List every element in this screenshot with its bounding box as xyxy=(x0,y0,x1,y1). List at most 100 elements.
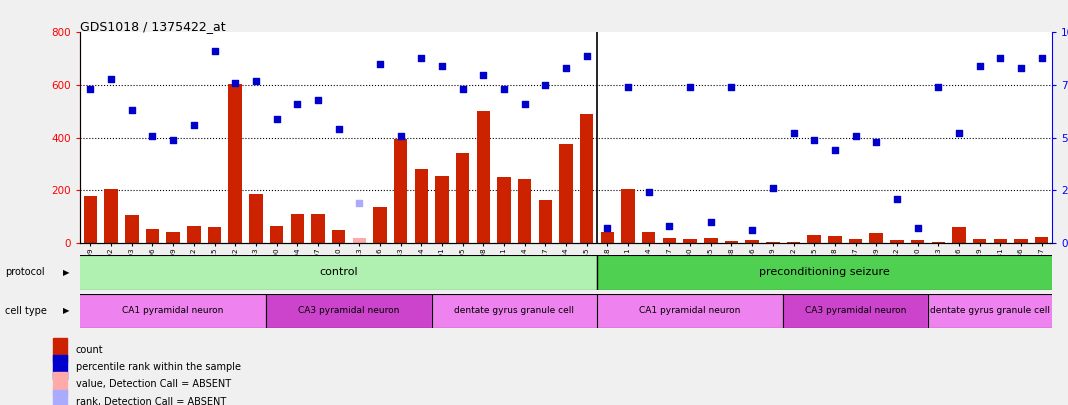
Bar xyxy=(431,294,597,328)
Bar xyxy=(414,169,428,243)
Point xyxy=(144,132,161,139)
Text: cell type: cell type xyxy=(5,306,47,316)
Point xyxy=(123,107,140,113)
Point xyxy=(516,101,533,107)
Point xyxy=(372,61,389,67)
Bar xyxy=(953,227,965,243)
Text: CA3 pyramidal neuron: CA3 pyramidal neuron xyxy=(805,306,907,315)
Bar xyxy=(849,239,862,243)
Text: control: control xyxy=(319,267,358,277)
Point xyxy=(330,126,347,132)
Point xyxy=(206,48,223,55)
Point xyxy=(412,54,429,61)
Text: CA1 pyramidal neuron: CA1 pyramidal neuron xyxy=(640,306,741,315)
Point xyxy=(805,136,822,143)
Bar xyxy=(807,235,821,243)
Text: percentile rank within the sample: percentile rank within the sample xyxy=(76,362,240,372)
Text: preconditioning seizure: preconditioning seizure xyxy=(759,267,890,277)
Bar xyxy=(931,242,945,243)
Bar xyxy=(456,153,469,243)
Bar xyxy=(83,196,97,243)
Text: protocol: protocol xyxy=(5,267,45,277)
Point xyxy=(723,84,740,90)
Bar xyxy=(290,214,304,243)
Bar xyxy=(53,390,67,405)
Bar xyxy=(869,233,883,243)
Text: rank, Detection Call = ABSENT: rank, Detection Call = ABSENT xyxy=(76,396,226,405)
Bar xyxy=(911,240,924,243)
Point xyxy=(185,122,202,128)
Bar xyxy=(105,189,117,243)
Point xyxy=(619,84,637,90)
Bar xyxy=(1015,239,1027,243)
Point xyxy=(82,86,99,92)
Point xyxy=(827,147,844,153)
Text: dentate gyrus granule cell: dentate gyrus granule cell xyxy=(454,306,575,315)
Point xyxy=(434,63,451,69)
Point xyxy=(930,84,947,90)
Point xyxy=(496,86,513,92)
Bar xyxy=(518,179,532,243)
Text: CA3 pyramidal neuron: CA3 pyramidal neuron xyxy=(298,306,399,315)
Point xyxy=(599,225,616,232)
Point xyxy=(1033,54,1050,61)
Bar xyxy=(53,372,67,396)
Point xyxy=(392,132,409,139)
Bar xyxy=(498,177,511,243)
Point xyxy=(537,82,554,88)
Point xyxy=(681,84,698,90)
Bar xyxy=(783,294,928,328)
Bar xyxy=(725,241,738,243)
Bar xyxy=(928,294,1052,328)
Bar xyxy=(993,239,1007,243)
Point xyxy=(350,200,367,206)
Text: ▶: ▶ xyxy=(63,306,69,315)
Text: CA1 pyramidal neuron: CA1 pyramidal neuron xyxy=(123,306,224,315)
Point xyxy=(103,75,120,82)
Bar xyxy=(167,232,179,243)
Bar xyxy=(597,294,783,328)
Point xyxy=(785,130,802,137)
Bar xyxy=(270,226,283,243)
Bar xyxy=(352,238,366,243)
Point xyxy=(765,185,782,192)
Point xyxy=(268,115,285,122)
Point xyxy=(578,52,595,59)
Bar xyxy=(373,207,387,243)
Point xyxy=(557,65,575,71)
Bar xyxy=(249,194,263,243)
Point xyxy=(661,223,678,229)
Bar xyxy=(597,255,1052,290)
Bar xyxy=(704,238,718,243)
Bar xyxy=(600,232,614,243)
Point xyxy=(164,136,182,143)
Bar xyxy=(560,144,572,243)
Point xyxy=(226,80,244,86)
Point xyxy=(454,86,471,92)
Point xyxy=(743,227,760,234)
Bar xyxy=(53,338,67,362)
Bar xyxy=(745,241,759,243)
Bar xyxy=(208,227,221,243)
Bar xyxy=(187,226,201,243)
Text: dentate gyrus granule cell: dentate gyrus granule cell xyxy=(930,306,1050,315)
Bar xyxy=(311,214,325,243)
Bar xyxy=(766,242,780,243)
Bar xyxy=(80,255,597,290)
Point xyxy=(703,219,720,225)
Bar xyxy=(622,189,634,243)
Bar xyxy=(538,200,552,243)
Bar xyxy=(332,230,345,243)
Bar xyxy=(476,111,490,243)
Bar xyxy=(663,238,676,243)
Text: count: count xyxy=(76,345,104,355)
Bar xyxy=(125,215,139,243)
Point xyxy=(909,225,926,232)
Point xyxy=(248,78,265,84)
Text: value, Detection Call = ABSENT: value, Detection Call = ABSENT xyxy=(76,379,231,389)
Point xyxy=(1012,65,1030,71)
Point xyxy=(951,130,968,137)
Point xyxy=(310,96,327,103)
Bar xyxy=(580,114,594,243)
Point xyxy=(867,139,884,145)
